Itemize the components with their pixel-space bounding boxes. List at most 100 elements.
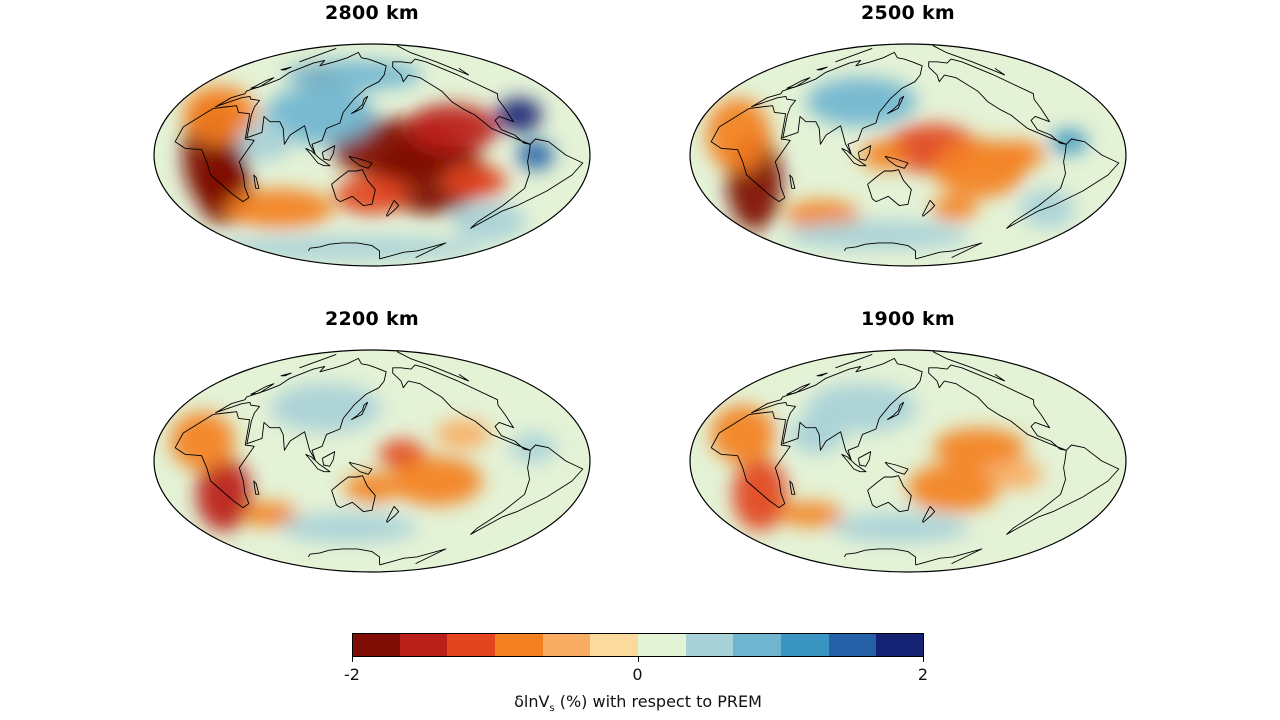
tomography-map bbox=[153, 349, 591, 573]
velocity-anomaly bbox=[710, 404, 776, 464]
coastline bbox=[922, 506, 936, 523]
coastline bbox=[350, 401, 369, 421]
velocity-anomaly bbox=[264, 85, 375, 145]
coastline bbox=[348, 155, 373, 169]
velocity-anomaly bbox=[390, 456, 483, 506]
velocity-anomaly bbox=[517, 140, 554, 170]
colorbar-swatch bbox=[542, 633, 591, 657]
velocity-anomaly bbox=[732, 457, 788, 532]
panel-title: 1900 km bbox=[860, 308, 956, 330]
colorbar-swatch bbox=[495, 633, 544, 657]
tomography-map bbox=[689, 43, 1127, 267]
coastline bbox=[214, 51, 387, 155]
coastline bbox=[710, 105, 791, 203]
map-field bbox=[690, 350, 1126, 572]
velocity-anomaly bbox=[435, 419, 491, 450]
panel-title: 2200 km bbox=[324, 308, 420, 330]
coastline bbox=[305, 453, 331, 473]
velocity-anomaly bbox=[931, 196, 978, 221]
velocity-anomaly bbox=[224, 188, 335, 228]
coastline bbox=[844, 242, 983, 260]
tomography-map bbox=[689, 349, 1127, 573]
map-border bbox=[689, 43, 1127, 267]
coastline bbox=[710, 411, 791, 509]
colorbar-tick bbox=[923, 657, 924, 662]
map-field bbox=[154, 350, 590, 572]
velocity-anomaly bbox=[335, 175, 409, 215]
coastline bbox=[867, 475, 912, 513]
coastline bbox=[174, 411, 255, 509]
coastline bbox=[867, 169, 912, 207]
colorbar-swatch bbox=[590, 633, 639, 657]
map-panel-1900km: 1900 km bbox=[678, 308, 1138, 583]
coastline bbox=[841, 453, 867, 473]
coastline bbox=[884, 155, 909, 169]
coastline bbox=[321, 451, 336, 467]
coastline bbox=[392, 364, 531, 451]
coastline bbox=[928, 364, 1067, 451]
coastline bbox=[857, 451, 872, 467]
coastline bbox=[250, 77, 275, 89]
coastline bbox=[174, 105, 255, 203]
colorbar-tick bbox=[637, 657, 639, 662]
coastline bbox=[786, 77, 811, 89]
coastline bbox=[750, 51, 923, 155]
coastline bbox=[253, 174, 260, 189]
coastline bbox=[470, 444, 584, 535]
coastline bbox=[841, 147, 867, 167]
velocity-anomaly bbox=[170, 411, 235, 471]
coastline bbox=[214, 357, 387, 461]
coastline bbox=[886, 401, 905, 421]
velocity-anomaly bbox=[284, 60, 423, 90]
velocity-anomaly bbox=[778, 502, 843, 527]
coastline bbox=[470, 138, 584, 229]
velocity-anomaly bbox=[789, 414, 845, 454]
colorbar bbox=[352, 633, 925, 657]
panel-title: 2800 km bbox=[324, 2, 420, 24]
colorbar-tick-label: 0 bbox=[632, 665, 643, 684]
coastline bbox=[857, 145, 872, 161]
map-panel-2200km: 2200 km bbox=[142, 308, 602, 583]
coastline bbox=[1006, 138, 1120, 229]
map-panel-2800km: 2800 km bbox=[142, 2, 602, 277]
velocity-anomaly bbox=[270, 383, 381, 433]
colorbar-swatch bbox=[781, 633, 830, 657]
coastline bbox=[386, 506, 400, 523]
coastline bbox=[386, 200, 400, 217]
map-border bbox=[689, 349, 1127, 573]
coastline bbox=[928, 58, 1067, 145]
velocity-anomaly bbox=[451, 202, 526, 242]
velocity-anomaly bbox=[831, 512, 970, 543]
coastline bbox=[250, 383, 275, 395]
coastline bbox=[750, 357, 923, 461]
velocity-anomaly bbox=[183, 85, 257, 145]
coastline bbox=[331, 169, 376, 207]
colorbar-swatch bbox=[447, 633, 496, 657]
colorbar-label: δlnVs (%) with respect to PREM bbox=[514, 692, 762, 715]
coastline bbox=[280, 372, 292, 377]
velocity-anomaly bbox=[495, 97, 542, 133]
velocity-anomaly bbox=[806, 77, 917, 127]
velocity-anomaly bbox=[242, 502, 298, 527]
colorbar-swatch bbox=[876, 633, 925, 657]
velocity-anomaly bbox=[785, 220, 970, 250]
coastline bbox=[348, 461, 373, 475]
velocity-anomaly bbox=[933, 428, 1026, 468]
coastline bbox=[922, 200, 936, 217]
coastline bbox=[1006, 444, 1120, 535]
colorbar-swatch bbox=[828, 633, 877, 657]
coastline bbox=[280, 66, 292, 71]
colorbar-swatch bbox=[733, 633, 782, 657]
velocity-anomaly bbox=[196, 457, 252, 532]
map-border bbox=[153, 43, 591, 267]
coastline bbox=[816, 372, 828, 377]
velocity-anomaly bbox=[237, 122, 293, 162]
colorbar-swatch bbox=[685, 633, 734, 657]
tomography-map bbox=[153, 43, 591, 267]
coastline bbox=[321, 145, 336, 161]
coastline bbox=[392, 58, 531, 145]
map-border bbox=[153, 349, 591, 573]
coastline bbox=[786, 383, 811, 395]
colorbar-swatch bbox=[638, 633, 687, 657]
velocity-anomaly bbox=[860, 140, 907, 170]
